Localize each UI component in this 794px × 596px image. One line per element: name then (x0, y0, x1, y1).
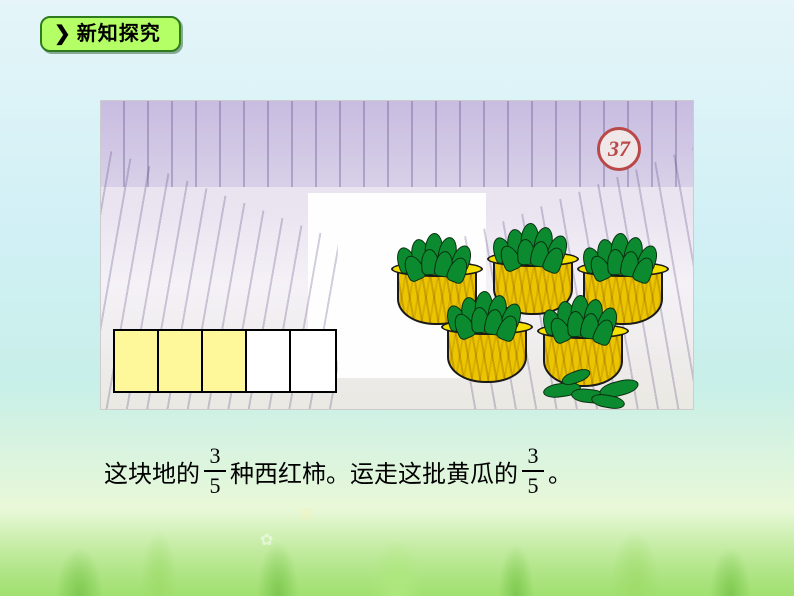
caption-sentence: 这块地的 3 5 种西红柿。运走这批黄瓜的 3 5 。 (104, 445, 714, 497)
fraction-2-bar (522, 470, 544, 472)
section-title: 新知探究 (77, 24, 161, 44)
number-sign: 37 (597, 127, 641, 171)
fraction-bar-cell (247, 331, 291, 391)
fraction-1-denominator: 5 (210, 475, 221, 497)
illustration-panel: 37 (100, 100, 694, 410)
fraction-bar-diagram (113, 329, 337, 393)
spilled-cucumbers (543, 359, 663, 409)
text-part-1: 这块地的 (104, 454, 200, 489)
section-badge: ❯ 新知探究 (40, 16, 181, 52)
fraction-1-bar (204, 470, 226, 472)
fraction-bar-cell (115, 331, 159, 391)
flower-icon: ✿ (260, 530, 273, 550)
fraction-2-numerator: 3 (528, 445, 539, 467)
text-part-3: 。 (548, 454, 572, 489)
chevron-icon: ❯ (54, 24, 71, 44)
butterfly-icon: ꕥ (300, 508, 313, 524)
fraction-2-denominator: 5 (528, 475, 539, 497)
fraction-bar-cell (291, 331, 335, 391)
fraction-1: 3 5 (204, 445, 226, 497)
basket (437, 283, 537, 383)
fraction-bar-cell (159, 331, 203, 391)
text-part-2: 种西红柿。运走这批黄瓜的 (230, 454, 518, 489)
fraction-2: 3 5 (522, 445, 544, 497)
fraction-1-numerator: 3 (210, 445, 221, 467)
fraction-bar-cell (203, 331, 247, 391)
